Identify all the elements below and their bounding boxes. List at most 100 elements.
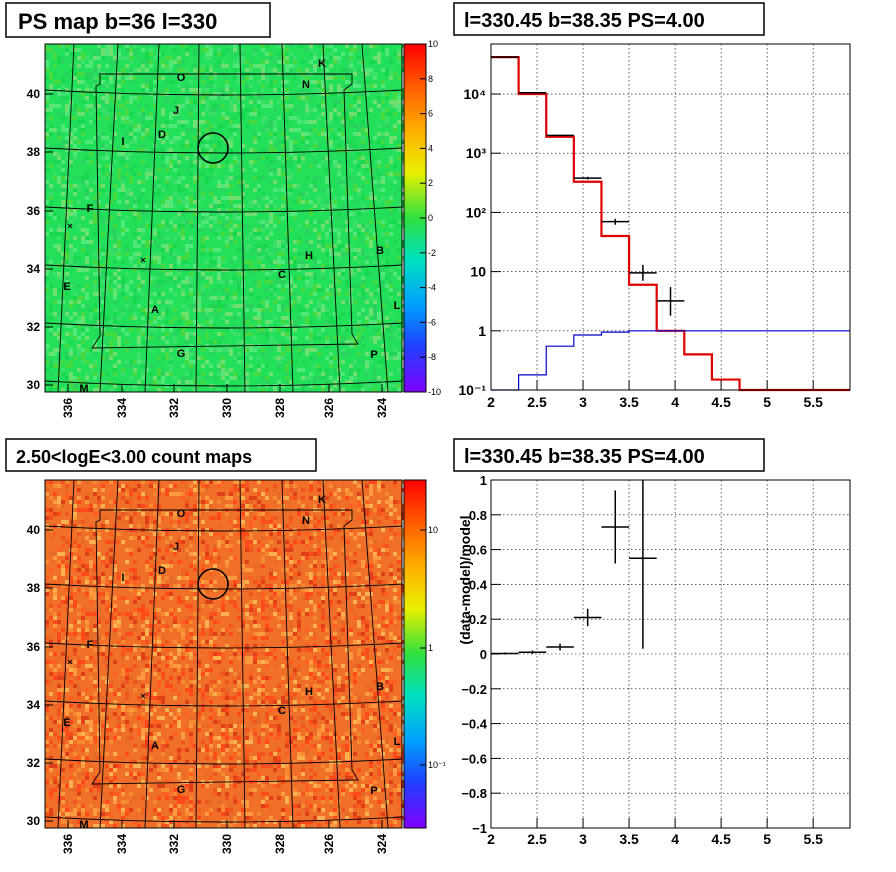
map-pixel (81, 304, 85, 308)
map-pixel (129, 260, 133, 264)
map-pixel (169, 372, 173, 376)
map-pixel (233, 520, 237, 524)
longitude-line (144, 43, 160, 393)
map-pixel (129, 112, 133, 116)
map-pixel (213, 612, 217, 616)
map-pixel (253, 236, 257, 240)
map-pixel (389, 564, 393, 568)
map-pixel (101, 144, 105, 148)
map-pixel (61, 84, 65, 88)
map-pixel (393, 620, 397, 624)
map-pixel (113, 184, 117, 188)
map-pixel (185, 380, 189, 384)
map-pixel (193, 68, 197, 72)
map-pixel (313, 560, 317, 564)
map-pixel (77, 316, 81, 320)
map-pixel (353, 592, 357, 596)
map-pixel (189, 320, 193, 324)
map-pixel (269, 104, 273, 108)
map-pixel (73, 512, 77, 516)
map-pixel (277, 356, 281, 360)
map-pixel (201, 520, 205, 524)
map-pixel (93, 196, 97, 200)
map-pixel (349, 592, 353, 596)
map-pixel (137, 124, 141, 128)
map-pixel (185, 256, 189, 260)
map-pixel (113, 372, 117, 376)
map-pixel (121, 232, 125, 236)
map-pixel (77, 368, 81, 372)
map-pixel (145, 520, 149, 524)
map-pixel (149, 84, 153, 88)
map-pixel (317, 364, 321, 368)
map-pixel (269, 616, 273, 620)
map-pixel (173, 620, 177, 624)
map-pixel (133, 312, 137, 316)
map-pixel (261, 608, 265, 612)
map-pixel (397, 156, 401, 160)
map-pixel (209, 348, 213, 352)
map-pixel (125, 612, 129, 616)
map-pixel (277, 368, 281, 372)
map-pixel (141, 316, 145, 320)
map-pixel (145, 496, 149, 500)
map-pixel (217, 60, 221, 64)
map-pixel (73, 376, 77, 380)
map-pixel (361, 144, 365, 148)
map-pixel (205, 128, 209, 132)
map-pixel (161, 132, 165, 136)
map-pixel (65, 608, 69, 612)
map-pixel (337, 100, 341, 104)
map-pixel (325, 572, 329, 576)
map-pixel (385, 248, 389, 252)
map-pixel (189, 280, 193, 284)
map-pixel (93, 540, 97, 544)
map-pixel (285, 120, 289, 124)
map-pixel (189, 224, 193, 228)
map-pixel (265, 616, 269, 620)
map-pixel (385, 356, 389, 360)
map-pixel (309, 120, 313, 124)
map-pixel (313, 284, 317, 288)
map-pixel (401, 292, 405, 296)
map-pixel (225, 612, 229, 616)
map-pixel (401, 112, 405, 116)
map-pixel (269, 52, 273, 56)
map-pixel (377, 332, 381, 336)
map-pixel (401, 536, 405, 540)
map-pixel (165, 308, 169, 312)
map-pixel (61, 160, 65, 164)
map-pixel (109, 356, 113, 360)
map-pixel (45, 492, 49, 496)
map-pixel (77, 508, 81, 512)
map-pixel (209, 192, 213, 196)
map-pixel (249, 604, 253, 608)
map-pixel (269, 80, 273, 84)
map-pixel (133, 384, 137, 388)
map-pixel (241, 96, 245, 100)
map-pixel (169, 536, 173, 540)
map-pixel (313, 88, 317, 92)
map-pixel (161, 580, 165, 584)
map-pixel (221, 296, 225, 300)
map-pixel (209, 528, 213, 532)
map-pixel (357, 72, 361, 76)
map-pixel (309, 536, 313, 540)
map-pixel (169, 288, 173, 292)
map-pixel (321, 160, 325, 164)
map-pixel (313, 184, 317, 188)
map-pixel (65, 292, 69, 296)
map-pixel (125, 196, 129, 200)
map-pixel (73, 104, 77, 108)
map-pixel (173, 324, 177, 328)
map-pixel (273, 280, 277, 284)
map-pixel (233, 256, 237, 260)
map-pixel (189, 88, 193, 92)
map-pixel (201, 184, 205, 188)
map-pixel (349, 608, 353, 612)
map-pixel (85, 568, 89, 572)
map-pixel (321, 248, 325, 252)
map-pixel (353, 568, 357, 572)
map-pixel (233, 356, 237, 360)
map-pixel (105, 332, 109, 336)
